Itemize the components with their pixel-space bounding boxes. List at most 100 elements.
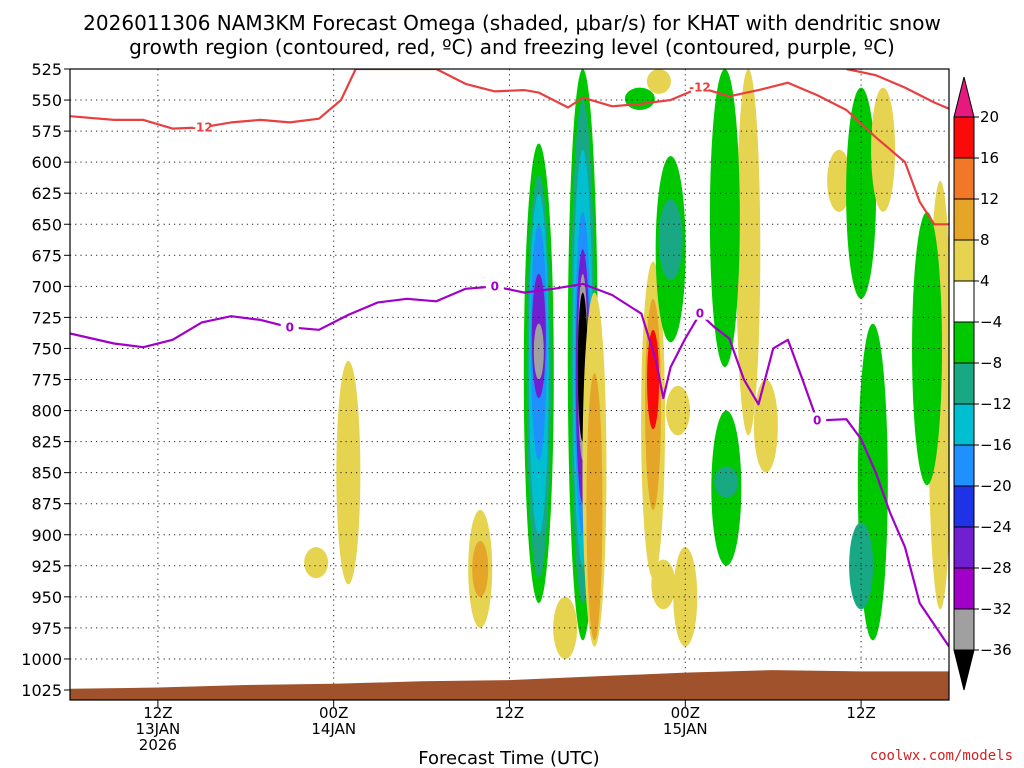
y-tick-label: 700	[31, 277, 62, 296]
contour-label-bg	[485, 278, 504, 293]
colorbar-label: 16	[980, 149, 999, 167]
y-tick-label: 800	[31, 402, 62, 421]
colorbar-swatch	[953, 444, 975, 487]
y-tick-label: 975	[31, 619, 62, 638]
contour-label-bg	[808, 412, 827, 427]
contour-label: 0	[286, 320, 294, 334]
x-tick-label: 12Z	[495, 704, 524, 722]
y-tick-label: 850	[31, 464, 62, 483]
colorbar-label: −20	[980, 477, 1012, 495]
contour-line-2	[70, 282, 949, 648]
omega-region-yellow-23	[665, 385, 690, 436]
y-axis-ticks: 525 550 575 600 625 650 675 700 725 750 775 800 825 8…	[21, 60, 70, 700]
contour-label-bg	[280, 319, 299, 334]
y-tick-label: 525	[31, 60, 62, 79]
contour-label-bg	[192, 119, 211, 134]
y-tick-label: 725	[31, 308, 62, 327]
x-tick-label: 14JAN	[311, 720, 356, 738]
chart-title-line-1: 2026011306 NAM3KM Forecast Omega (shaded…	[83, 11, 941, 35]
omega-region-yellow-0	[336, 360, 361, 585]
y-tick-label: 875	[31, 495, 62, 514]
colorbar-label: −4	[980, 313, 1002, 331]
colorbar: 20 16 12 8 4 −4 −8 −12 −16 −20 −24 −28 −32 −36	[953, 76, 1012, 691]
y-tick-label: 600	[31, 153, 62, 172]
colorbar-swatch	[953, 116, 975, 159]
colorbar-label: −24	[980, 518, 1012, 536]
colorbar-swatch	[953, 567, 975, 610]
contour-layer: -12 -12 0 0 0 0	[70, 69, 949, 648]
colorbar-label: −16	[980, 436, 1012, 454]
contour-line-0	[70, 69, 949, 226]
y-tick-label: 750	[31, 339, 62, 358]
omega-region-yellow-33	[827, 149, 852, 212]
y-tick-label: 900	[31, 526, 62, 545]
y-tick-label: 625	[31, 184, 62, 203]
colorbar-swatch	[953, 239, 975, 282]
x-tick-label: 12Z	[143, 704, 172, 722]
contour-label-bg	[690, 305, 709, 320]
colorbar-label: −32	[980, 600, 1012, 618]
omega-region-teal-25	[658, 199, 683, 281]
terrain-ground	[70, 670, 949, 700]
colorbar-swatch	[953, 403, 975, 446]
colorbar-swatch	[953, 526, 975, 569]
chart-title-line-2: growth region (contoured, red, ºC) and f…	[129, 35, 895, 59]
omega-region-green-29	[709, 69, 740, 368]
contour-label-bg	[690, 79, 709, 94]
x-tick-label: 2026	[139, 736, 177, 754]
omega-region-teal-31	[714, 466, 739, 498]
omega-region-yellow-41	[646, 69, 671, 94]
grid-layer	[70, 69, 949, 700]
y-tick-label: 775	[31, 371, 62, 390]
colorbar-swatch	[953, 321, 975, 364]
y-tick-label: 825	[31, 433, 62, 452]
colorbar-label: −28	[980, 559, 1012, 577]
y-tick-label: 550	[31, 91, 62, 110]
contour-label: -12	[191, 120, 213, 134]
y-tick-label: 925	[31, 557, 62, 576]
y-tick-label: 575	[31, 122, 62, 141]
x-axis-label: Forecast Time (UTC)	[418, 748, 599, 768]
terrain-layer	[70, 670, 949, 700]
colorbar-label: 4	[980, 272, 990, 290]
omega-region-green-39	[912, 211, 943, 486]
colorbar-bottom-triangle	[953, 649, 975, 691]
contour-line-1	[846, 69, 949, 110]
colorbar-swatch	[953, 157, 975, 200]
y-tick-label: 1000	[21, 650, 62, 669]
omega-region-orange-18	[586, 373, 603, 641]
contour-label: -12	[689, 81, 711, 95]
y-tick-label: 675	[31, 246, 62, 265]
colorbar-swatch	[953, 198, 975, 241]
omega-region-grey-9	[533, 323, 544, 380]
omega-region-orange-3	[472, 540, 489, 597]
colorbar-label: −36	[980, 641, 1012, 659]
omega-region-yellow-28	[736, 69, 761, 436]
omega-region-yellow-37	[871, 87, 896, 212]
colorbar-label: 12	[980, 190, 999, 208]
y-tick-label: 650	[31, 215, 62, 234]
colorbar-label: 20	[980, 108, 999, 126]
colorbar-label: 8	[980, 231, 990, 249]
y-tick-label: 950	[31, 588, 62, 607]
x-tick-label: 15JAN	[663, 720, 708, 738]
colorbar-label: −12	[980, 395, 1012, 413]
x-tick-label: 00Z	[319, 704, 348, 722]
colorbar-top-triangle	[953, 76, 975, 118]
plot-area: -12 -12 0 0 0 0	[70, 69, 949, 700]
colorbar-swatch	[953, 608, 975, 651]
colorbar-swatch	[953, 362, 975, 405]
x-tick-label: 00Z	[671, 704, 700, 722]
omega-shading-layer	[304, 69, 949, 659]
contour-label: 0	[696, 307, 704, 321]
omega-region-yellow-26	[673, 547, 698, 647]
y-tick-label: 1025	[21, 681, 62, 700]
omega-region-yellow-32	[753, 379, 778, 473]
colorbar-label: −8	[980, 354, 1002, 372]
x-tick-label: 13JAN	[136, 720, 181, 738]
omega-region-yellow-1	[304, 547, 329, 579]
colorbar-swatch	[953, 280, 975, 323]
credit-text: coolwx.com/models	[870, 748, 1013, 764]
